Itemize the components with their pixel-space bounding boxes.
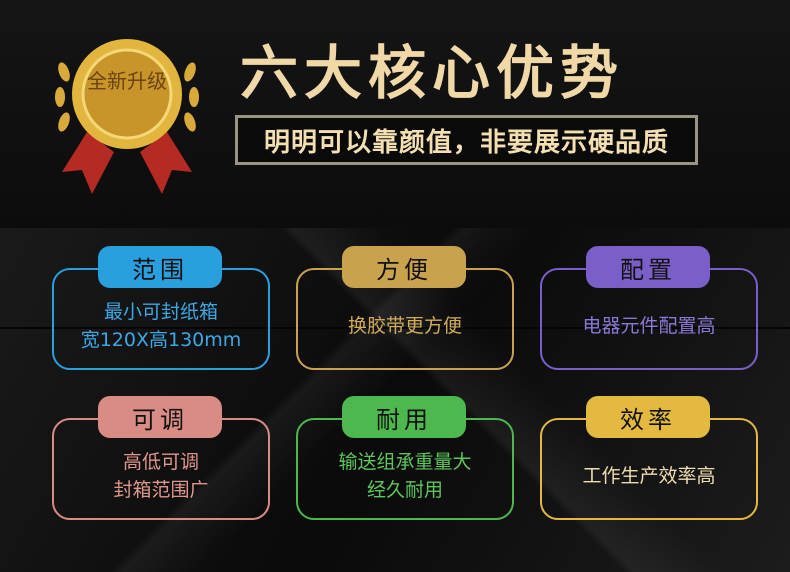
- feature-label: 方便: [342, 246, 466, 288]
- gold-medal-icon: 全新升级: [55, 39, 199, 194]
- badge-text: 全新升级: [87, 69, 167, 93]
- feature-description: 封箱范围广: [113, 479, 209, 501]
- feature-label: 配置: [586, 246, 710, 288]
- feature-description: 最小可封纸箱: [103, 301, 218, 323]
- feature-label: 效率: [586, 396, 710, 438]
- feature-description: 电器元件配置高: [582, 315, 716, 337]
- feature-label: 可调: [98, 396, 222, 438]
- page-title: 六大核心优势: [240, 39, 625, 107]
- feature-description: 输送组承重量大: [338, 451, 472, 473]
- subtitle-banner: 明明可以靠颜值，非要展示硬品质: [235, 115, 698, 165]
- feature-label: 耐用: [342, 396, 466, 438]
- feature-description: 经久耐用: [366, 479, 443, 501]
- feature-card: 最小可封纸箱宽120X高130mm: [52, 268, 270, 370]
- feature-description: 换胶带更方便: [347, 315, 462, 337]
- feature-label: 范围: [98, 246, 222, 288]
- feature-description: 高低可调: [122, 451, 199, 473]
- feature-description: 工作生产效率高: [582, 465, 716, 487]
- divider-line: [0, 327, 790, 329]
- feature-description: 宽120X高130mm: [80, 329, 242, 351]
